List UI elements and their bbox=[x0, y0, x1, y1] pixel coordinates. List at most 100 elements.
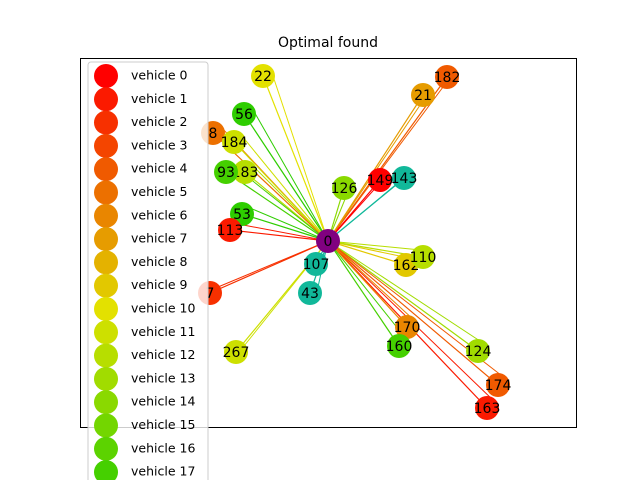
legend-label: vehicle 1 bbox=[131, 91, 187, 106]
legend-label: vehicle 4 bbox=[131, 161, 187, 176]
route-edge bbox=[229, 229, 329, 242]
legend-label: vehicle 5 bbox=[131, 184, 187, 199]
legend-marker bbox=[94, 366, 118, 391]
node-label: 53 bbox=[233, 207, 251, 223]
legend-marker bbox=[94, 203, 118, 228]
route-edge bbox=[327, 240, 407, 266]
route-edge bbox=[249, 207, 329, 242]
node bbox=[224, 340, 248, 364]
legend-marker bbox=[94, 343, 118, 368]
legend-marker bbox=[94, 413, 118, 438]
node-label: 7 bbox=[206, 286, 215, 302]
node bbox=[435, 65, 459, 89]
node bbox=[486, 373, 510, 397]
node-label: 124 bbox=[465, 344, 492, 360]
node bbox=[387, 334, 411, 358]
node-label: 107 bbox=[303, 257, 330, 273]
node bbox=[466, 339, 490, 363]
route-edge bbox=[241, 213, 329, 242]
route-edge bbox=[327, 240, 400, 347]
node-label: 163 bbox=[474, 401, 501, 417]
route-edge bbox=[217, 240, 329, 288]
node bbox=[232, 102, 256, 126]
legend-box bbox=[87, 61, 209, 480]
legend-marker bbox=[94, 460, 118, 480]
legend-label: vehicle 14 bbox=[131, 394, 195, 409]
legend-label: vehicle 13 bbox=[131, 370, 195, 385]
legend-marker bbox=[94, 227, 118, 252]
node bbox=[411, 245, 435, 269]
node bbox=[214, 160, 238, 184]
node bbox=[316, 229, 340, 253]
route-edge bbox=[237, 223, 329, 242]
route-edge bbox=[251, 107, 329, 242]
route-edge bbox=[243, 113, 329, 242]
legend-marker bbox=[94, 436, 118, 461]
legend-label: vehicle 8 bbox=[131, 254, 187, 269]
node bbox=[392, 166, 416, 190]
route-edge bbox=[233, 141, 329, 242]
node bbox=[298, 281, 322, 305]
legend-marker bbox=[94, 250, 118, 275]
node-label: 56 bbox=[235, 107, 253, 123]
legend-label: vehicle 15 bbox=[131, 417, 195, 432]
node bbox=[332, 176, 356, 200]
legend-marker bbox=[94, 390, 118, 415]
node-label: 110 bbox=[410, 250, 437, 266]
node bbox=[218, 218, 242, 242]
legend-marker bbox=[94, 87, 118, 112]
route-edge bbox=[262, 75, 329, 242]
node bbox=[304, 252, 328, 276]
legend-marker bbox=[94, 273, 118, 298]
legend-marker bbox=[94, 297, 118, 321]
legend-label: vehicle 10 bbox=[131, 301, 195, 316]
legend-marker bbox=[94, 64, 118, 88]
node-label: 183 bbox=[232, 165, 259, 181]
legend-label: vehicle 11 bbox=[131, 324, 195, 339]
route-edge bbox=[327, 94, 424, 242]
node-label: 0 bbox=[324, 234, 333, 250]
route-edge bbox=[327, 88, 432, 242]
legend-marker bbox=[94, 180, 118, 205]
node-label: 126 bbox=[331, 181, 358, 197]
node bbox=[251, 64, 275, 88]
route-edge bbox=[241, 135, 329, 242]
node bbox=[233, 160, 257, 184]
legend-label: vehicle 16 bbox=[131, 440, 195, 455]
node-label: 182 bbox=[434, 70, 461, 86]
route-edge bbox=[327, 240, 487, 346]
node-label: 8 bbox=[209, 126, 218, 142]
legend-marker bbox=[94, 110, 118, 135]
node-label: 174 bbox=[485, 378, 512, 394]
legend-label: vehicle 9 bbox=[131, 277, 187, 292]
node-label: 93 bbox=[217, 165, 235, 181]
node-label: 143 bbox=[391, 171, 418, 187]
route-edge bbox=[327, 240, 408, 328]
node bbox=[475, 396, 499, 420]
node bbox=[368, 168, 392, 192]
legend-marker bbox=[94, 320, 118, 345]
legend-label: vehicle 12 bbox=[131, 347, 195, 362]
node-label: 43 bbox=[301, 286, 319, 302]
node-label: 170 bbox=[394, 320, 421, 336]
route-edge bbox=[327, 240, 408, 341]
node bbox=[411, 83, 435, 107]
node-label: 267 bbox=[223, 345, 250, 361]
node-label: 184 bbox=[221, 135, 248, 151]
legend-label: vehicle 3 bbox=[131, 137, 187, 152]
legend-marker bbox=[94, 133, 118, 158]
route-edge bbox=[270, 69, 329, 242]
node-label: 149 bbox=[367, 173, 394, 189]
route-edge bbox=[327, 240, 499, 386]
title: Optimal found bbox=[278, 35, 378, 51]
legend-label: vehicle 0 bbox=[131, 68, 187, 83]
node bbox=[395, 315, 419, 339]
route-edge bbox=[327, 240, 416, 322]
route-edge bbox=[327, 240, 479, 352]
node-label: 160 bbox=[386, 339, 413, 355]
route-edge bbox=[327, 70, 456, 242]
legend-marker bbox=[94, 157, 118, 182]
node bbox=[222, 130, 246, 154]
